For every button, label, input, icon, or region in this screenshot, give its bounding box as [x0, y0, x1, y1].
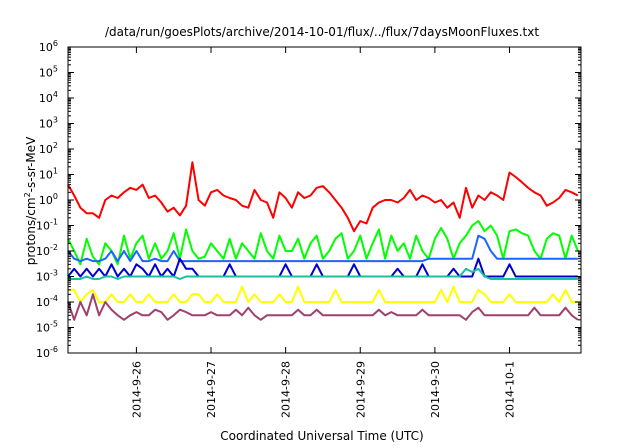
y-tick-exp: -5	[50, 320, 58, 329]
series-line-2	[67, 234, 578, 263]
y-axis-label: protons/cm2-s-sr-MeV	[23, 136, 38, 265]
series-line-1	[67, 220, 579, 266]
x-ticks: 2014-9-26 2014-9-27 2014-9-28 2014-9-29 2014…	[130, 47, 516, 418]
x-tick-label-1: 2014-9-27	[205, 361, 218, 418]
y-tick-base: 10	[39, 143, 53, 156]
y-tick-exp: 2	[53, 141, 58, 150]
y-tick-label-7: 101	[39, 167, 58, 182]
series-line-0	[67, 161, 579, 233]
y-axis-label-sup: 2	[23, 192, 32, 197]
y-tick-base: 10	[39, 169, 53, 182]
svg-text:protons/cm2-s-sr-MeV: protons/cm2-s-sr-MeV	[23, 136, 38, 265]
series-line-5	[68, 285, 578, 303]
y-tick-base: 10	[39, 194, 53, 207]
plot-frame	[67, 46, 582, 354]
x-tick-label-2: 2014-9-28	[280, 361, 293, 418]
y-tick-base: 10	[36, 271, 50, 284]
y-tick-label-9: 103	[39, 116, 58, 131]
y-tick-exp: 1	[53, 167, 58, 176]
y-tick-exp: 4	[53, 90, 58, 99]
y-tick-label-6: 100	[39, 192, 58, 207]
y-tick-label-0: 10-6	[36, 345, 58, 360]
x-tick-label-4: 2014-9-30	[429, 361, 442, 418]
series-line-6	[67, 293, 579, 321]
y-tick-exp: 6	[53, 39, 58, 48]
y-tick-base: 10	[36, 220, 50, 233]
y-tick-base: 10	[39, 67, 53, 80]
y-tick-exp: -6	[50, 345, 58, 354]
y-axis-label-base: protons/cm	[24, 197, 38, 265]
y-tick-label-2: 10-4	[36, 294, 58, 309]
y-tick-base: 10	[36, 322, 50, 335]
series-layer	[67, 161, 579, 321]
y-tick-label-5: 10-1	[36, 218, 58, 233]
y-tick-label-4: 10-2	[36, 243, 58, 258]
y-tick-label-8: 102	[39, 141, 58, 156]
y-tick-label-10: 104	[39, 90, 58, 105]
chart-title: /data/run/goesPlots/archive/2014-10-01/f…	[105, 25, 539, 39]
y-tick-exp: -1	[50, 218, 58, 227]
series-line-4	[68, 267, 578, 280]
y-tick-label-3: 10-3	[36, 269, 58, 284]
y-ticks: 10-610-510-410-310-210-11001011021031041…	[36, 39, 581, 360]
y-tick-label-1: 10-5	[36, 320, 58, 335]
y-tick-exp: 3	[53, 116, 58, 125]
y-tick-exp: 5	[53, 65, 58, 74]
y-tick-base: 10	[36, 245, 50, 258]
y-tick-label-12: 106	[39, 39, 58, 54]
x-tick-label-0: 2014-9-26	[130, 361, 143, 418]
x-axis-label: Coordinated Universal Time (UTC)	[220, 429, 423, 443]
y-tick-exp: -4	[50, 294, 58, 303]
y-tick-base: 10	[36, 296, 50, 309]
y-tick-base: 10	[39, 118, 53, 131]
y-tick-exp: 0	[53, 192, 58, 201]
y-tick-exp: -3	[50, 269, 58, 278]
y-tick-label-11: 105	[39, 65, 58, 80]
y-tick-base: 10	[39, 41, 53, 54]
x-tick-label-5: 2014-10-1	[503, 361, 516, 418]
y-axis-label-rest: -s-sr-MeV	[24, 136, 38, 192]
y-tick-base: 10	[36, 347, 50, 360]
x-tick-label-3: 2014-9-29	[354, 361, 367, 418]
y-tick-base: 10	[39, 92, 53, 105]
y-tick-exp: -2	[50, 243, 58, 252]
